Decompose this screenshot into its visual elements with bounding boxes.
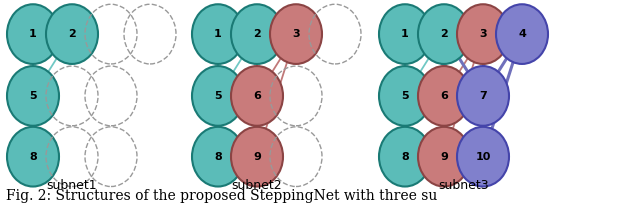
Text: 9: 9: [440, 152, 448, 162]
Ellipse shape: [418, 127, 470, 187]
Text: 3: 3: [479, 29, 487, 39]
Text: 5: 5: [401, 91, 409, 101]
Text: 7: 7: [479, 91, 487, 101]
Text: 6: 6: [253, 91, 261, 101]
Text: 4: 4: [518, 29, 526, 39]
Ellipse shape: [270, 4, 322, 64]
Ellipse shape: [496, 4, 548, 64]
Text: 1: 1: [401, 29, 409, 39]
Ellipse shape: [379, 4, 431, 64]
Ellipse shape: [418, 4, 470, 64]
Text: subnet2: subnet2: [232, 179, 283, 192]
Text: 2: 2: [68, 29, 76, 39]
Ellipse shape: [7, 4, 59, 64]
Ellipse shape: [379, 66, 431, 126]
Ellipse shape: [231, 127, 283, 187]
Ellipse shape: [192, 4, 244, 64]
Ellipse shape: [7, 66, 59, 126]
Text: 5: 5: [214, 91, 222, 101]
Ellipse shape: [379, 127, 431, 187]
Ellipse shape: [7, 127, 59, 187]
Text: 3: 3: [292, 29, 300, 39]
Ellipse shape: [46, 4, 98, 64]
Ellipse shape: [192, 66, 244, 126]
Ellipse shape: [192, 127, 244, 187]
Text: 2: 2: [440, 29, 448, 39]
Text: 6: 6: [440, 91, 448, 101]
Ellipse shape: [457, 4, 509, 64]
Text: 8: 8: [401, 152, 409, 162]
Ellipse shape: [457, 66, 509, 126]
Text: 8: 8: [214, 152, 222, 162]
Text: Fig. 2: Structures of the proposed SteppingNet with three su: Fig. 2: Structures of the proposed Stepp…: [6, 189, 438, 203]
Text: 9: 9: [253, 152, 261, 162]
Ellipse shape: [457, 127, 509, 187]
Text: 8: 8: [29, 152, 37, 162]
Text: subnet3: subnet3: [438, 179, 489, 192]
Text: 2: 2: [253, 29, 261, 39]
Text: 10: 10: [475, 152, 490, 162]
Ellipse shape: [231, 66, 283, 126]
Text: 5: 5: [29, 91, 37, 101]
Text: 1: 1: [29, 29, 37, 39]
Ellipse shape: [231, 4, 283, 64]
Text: 1: 1: [214, 29, 222, 39]
Text: subnet1: subnet1: [47, 179, 97, 192]
Ellipse shape: [418, 66, 470, 126]
